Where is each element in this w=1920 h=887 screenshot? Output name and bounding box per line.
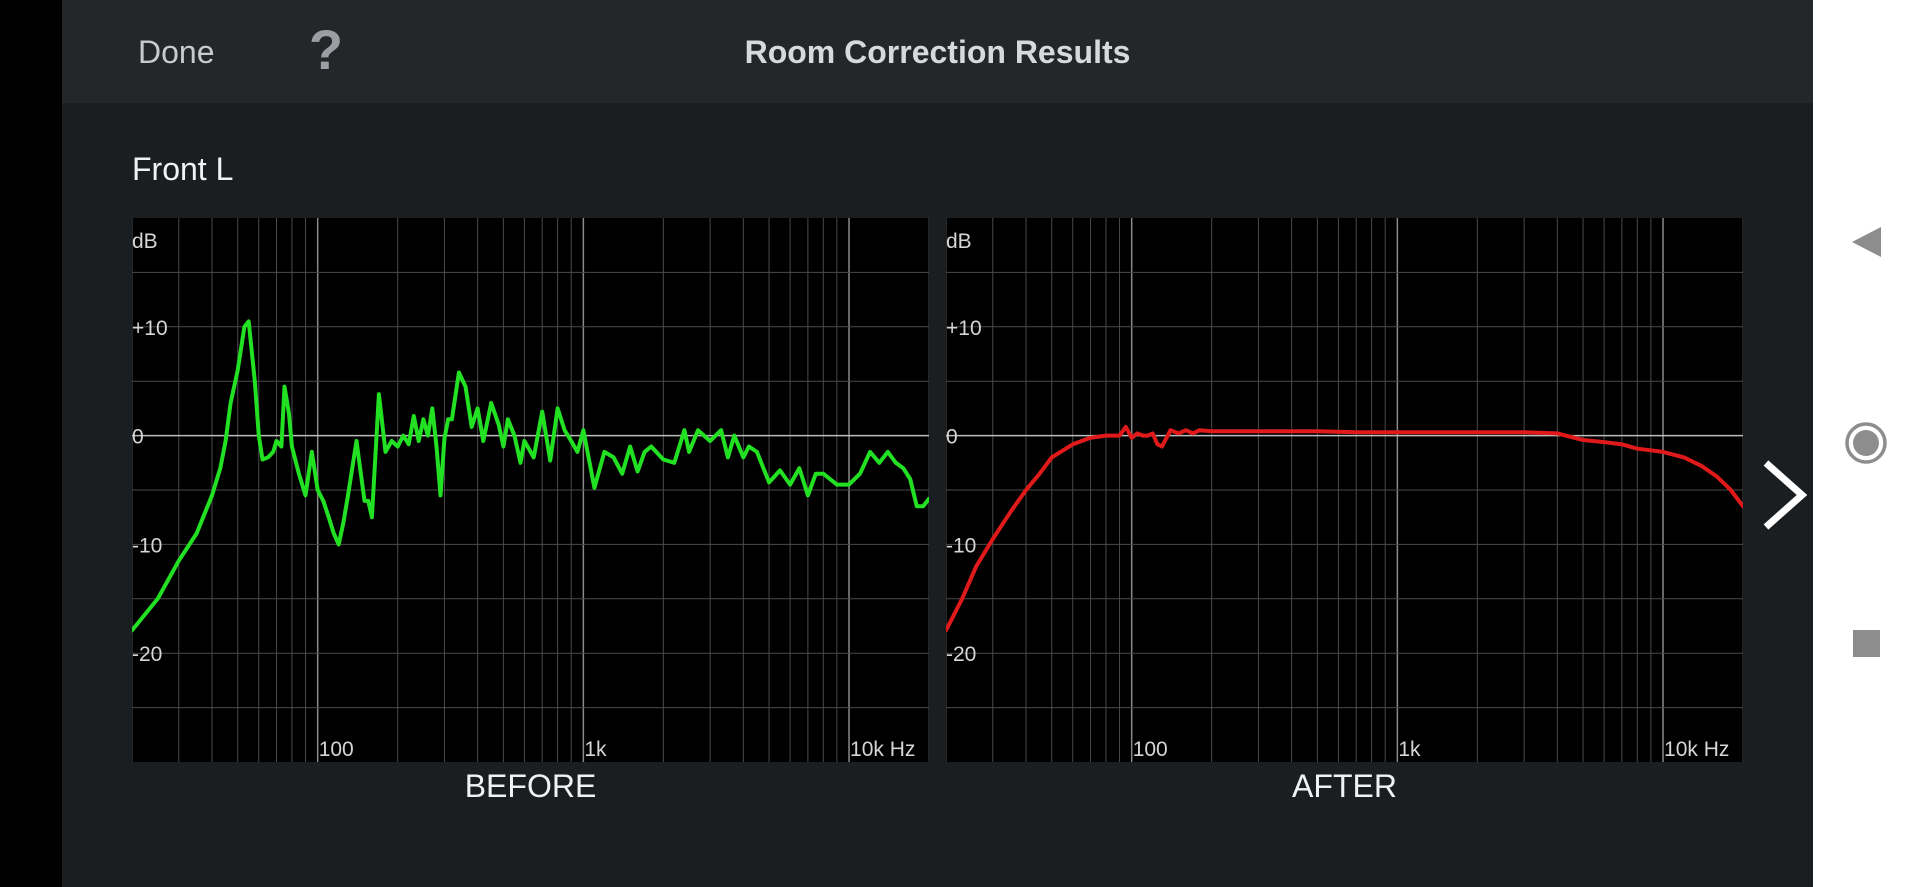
channel-title: Front L [132,151,234,187]
after-chart: dB +10 0 -10 -20 100 1k 10k Hz [946,218,1743,762]
system-nav-bar [1813,0,1920,887]
before-response-curve [132,319,929,633]
square-recents-icon[interactable] [1813,603,1920,683]
after-response-curve [946,424,1743,633]
y-tick-label: -20 [946,643,976,666]
y-tick-label: -10 [946,534,976,557]
y-tick-label: -10 [132,534,162,557]
x-tick-label: 100 [319,738,354,761]
before-label: BEFORE [464,768,597,804]
y-tick-label: 0 [946,426,958,449]
page-title: Room Correction Results [744,34,1131,70]
question-mark-icon[interactable]: ? [308,18,344,81]
x-tick-label: 10k Hz [850,738,915,761]
triangle-back-icon[interactable] [1813,202,1920,282]
app-screen: Done ? Room Correction Results Front L d… [62,0,1813,887]
y-tick-label: -20 [132,643,162,666]
y-axis-label: dB [946,230,972,253]
after-label: AFTER [1292,768,1397,804]
x-tick-label: 1k [584,738,607,761]
y-tick-label: 0 [132,426,144,449]
y-tick-label: +10 [132,317,168,340]
done-button[interactable]: Done [138,34,215,70]
y-tick-label: +10 [946,317,982,340]
x-tick-label: 1k [1398,738,1421,761]
x-tick-label: 100 [1133,738,1168,761]
chevron-right-icon[interactable] [1754,455,1814,535]
circle-home-icon[interactable] [1813,403,1920,483]
top-bar: Done ? Room Correction Results [62,0,1813,103]
y-axis-label: dB [132,230,158,253]
before-chart: dB +10 0 -10 -20 100 1k 10k Hz [132,218,929,762]
x-tick-label: 10k Hz [1664,738,1729,761]
